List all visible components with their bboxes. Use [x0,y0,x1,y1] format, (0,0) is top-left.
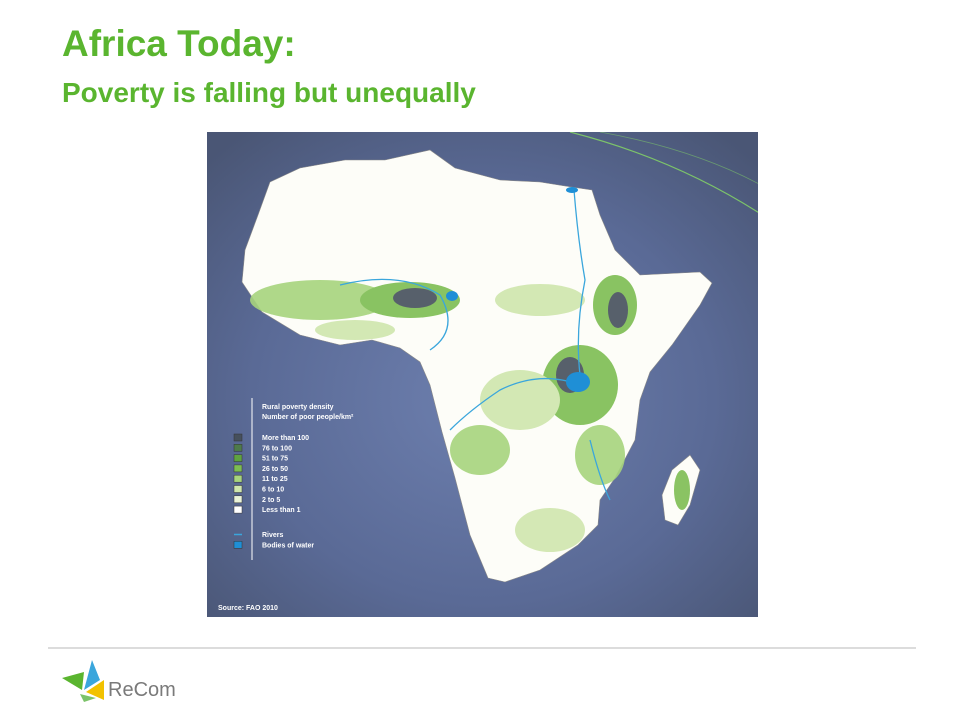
legend-label: More than 100 [262,435,309,442]
legend-label: 2 to 5 [262,497,280,504]
lake [446,291,458,301]
legend: More than 100 76 to 100 51 to 75 26 to 50 11… [233,433,314,549]
lake [566,372,590,392]
map: Rural poverty density Number of poor peo… [207,132,758,617]
map-source: Source: FAO 2010 [218,605,278,612]
legend-label: 26 to 50 [262,466,288,473]
legend-subtitle: Number of poor people/km² [262,414,354,421]
lake [566,187,578,193]
legend-swatch [233,433,243,442]
legend-label: Rivers [262,532,284,539]
legend-title: Rural poverty density [262,404,334,411]
decor-arc [599,132,758,184]
logo: ReCom [62,660,176,702]
slide-subtitle: Poverty is falling but unequally [62,77,476,108]
logo-text: ReCom [108,679,176,701]
legend-label: 11 to 25 [262,476,288,483]
slide-title: Africa Today: [62,23,296,64]
decor-arc [569,132,758,213]
legend-swatch [233,485,243,493]
legend-label: 76 to 100 [262,445,292,452]
legend-label: 6 to 10 [262,487,284,494]
legend-swatch [233,454,243,462]
rivers [339,189,611,501]
legend-swatch [233,505,243,514]
legend-swatch [233,464,243,473]
legend-swatch [233,474,243,483]
legend-swatch [233,541,243,549]
legend-swatch [233,444,243,452]
legend-label: Less than 1 [262,507,301,514]
legend-swatch [233,495,243,504]
legend-label: Bodies of water [262,542,314,549]
legend-label: 51 to 75 [262,456,288,463]
